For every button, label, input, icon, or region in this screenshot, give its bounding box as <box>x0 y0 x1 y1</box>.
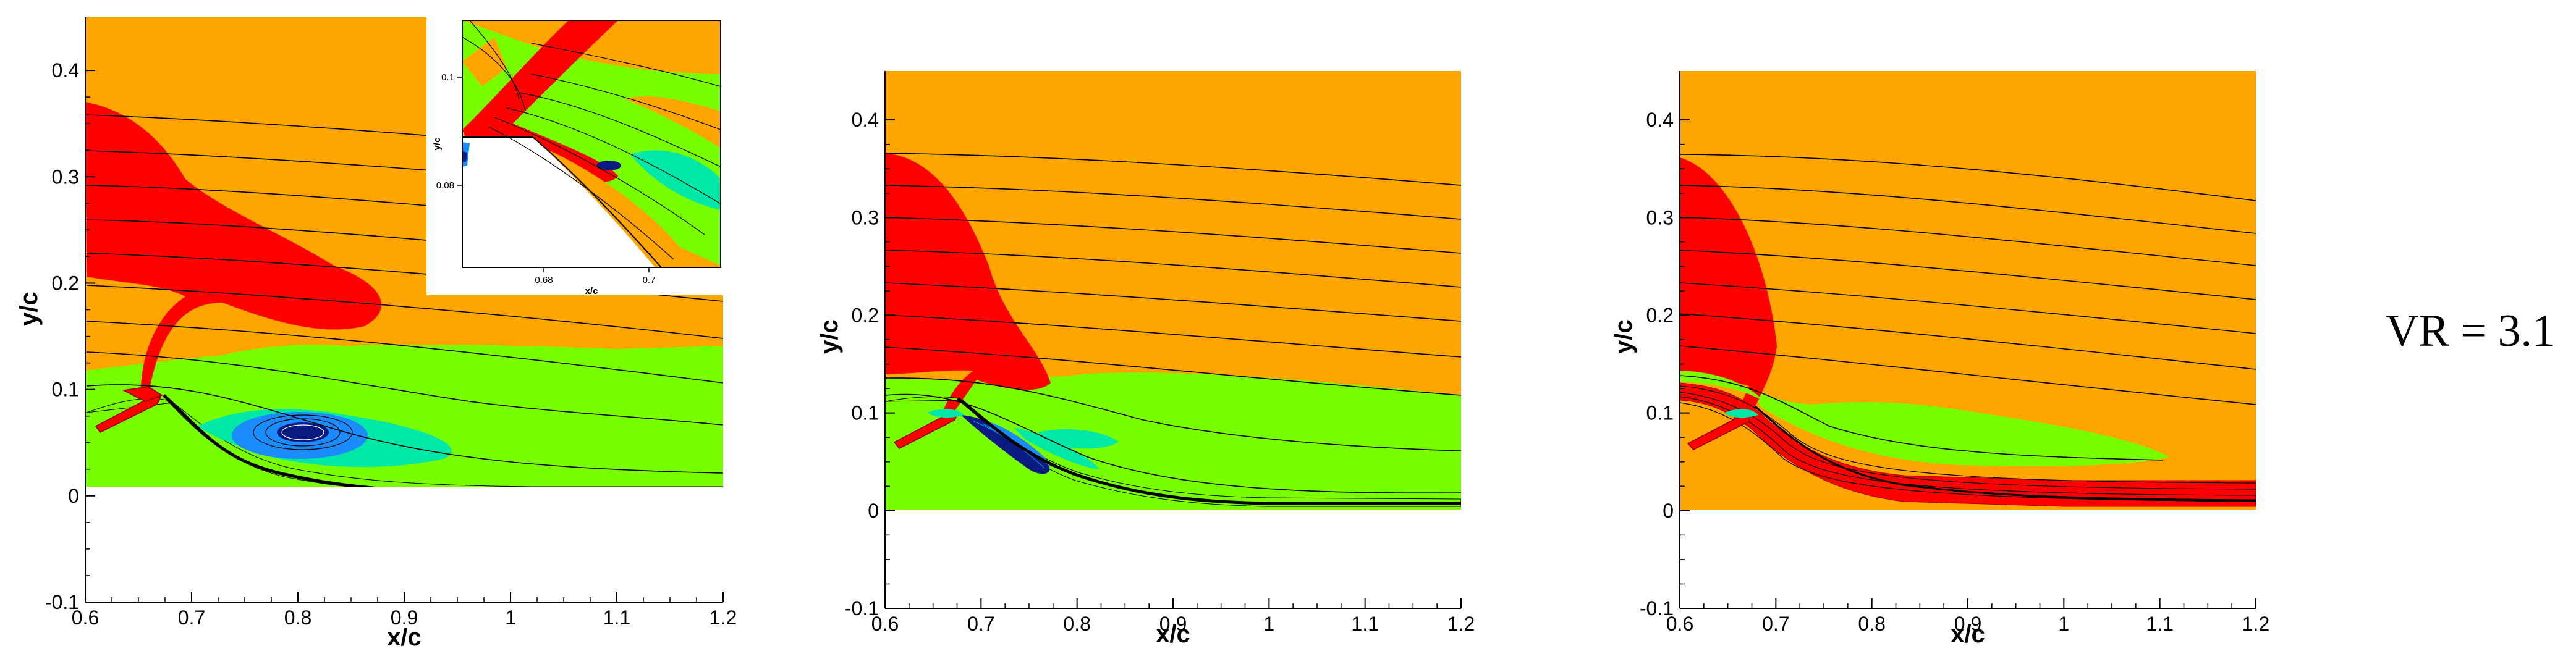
airfoil-upper-surface <box>957 397 1461 505</box>
field-green-region <box>85 344 723 487</box>
x-tick-label: 0.7 <box>178 607 205 629</box>
x-tick-label: 1 <box>505 607 516 629</box>
y-axis-title: y/c <box>15 292 43 326</box>
y-tick-label: 0 <box>1663 500 1674 522</box>
y-tick-label: -0.1 <box>845 597 879 619</box>
x-tick-label: 1.2 <box>2242 613 2269 635</box>
y-tick-label: 0.3 <box>852 206 879 229</box>
x-tick-label: 1.1 <box>1351 613 1378 635</box>
x-tick-label: 1.2 <box>710 607 737 629</box>
x-axis-title: x/c <box>1951 621 1985 648</box>
field-red-jet-region <box>85 102 382 401</box>
y-tick-label: 0 <box>868 500 879 522</box>
x-axis: 0.6 0.7 0.8 0.9 1 1.1 1.2 <box>871 598 1475 635</box>
y-tick-label: 0.3 <box>1646 206 1674 229</box>
x-tick-label: 0.7 <box>967 613 994 635</box>
field-wall-jet-red <box>1680 382 2256 507</box>
inset-y-tick-1: 0.1 <box>441 72 454 83</box>
x-tick-label: 0.6 <box>1666 613 1693 635</box>
x-tick-label: 0.8 <box>284 607 311 629</box>
y-tick-label: 0.2 <box>852 304 879 326</box>
field-red-jet-region <box>1680 157 1777 426</box>
y-axis-title: y/c <box>816 319 843 354</box>
field-green-region <box>1752 389 2169 466</box>
contour-panel-2: 0.6 0.7 0.8 0.9 1 1.1 1.2 -0.1 0 0.1 0.2 0.3 0.4 x/… <box>816 71 1475 648</box>
x-tick-label: 0.8 <box>1858 613 1885 635</box>
y-tick-label: -0.1 <box>45 591 79 613</box>
x-tick-label: 0.6 <box>72 607 99 629</box>
x-axis: 0.6 0.7 0.8 0.9 1 1.1 1.2 <box>72 592 737 629</box>
inset-y-tick-0: 0.08 <box>436 180 454 191</box>
streamlines <box>86 114 723 474</box>
y-tick-label: 0.2 <box>1646 304 1674 326</box>
x-tick-label: 0.9 <box>1159 613 1187 635</box>
recirculation-core <box>277 422 329 442</box>
y-tick-label: 0 <box>68 485 79 507</box>
inset-x-axis-title: x/c <box>585 286 598 296</box>
y-axis: -0.1 0 0.1 0.2 0.3 0.4 <box>45 59 95 613</box>
y-tick-label: 0.1 <box>52 379 79 401</box>
slot-jet-nozzle-upper <box>122 386 163 402</box>
field-green-region <box>885 372 1461 510</box>
y-tick-label: 0.4 <box>1646 109 1674 131</box>
x-tick-label: 0.6 <box>871 613 899 635</box>
field-red-jet-region <box>885 153 1051 426</box>
y-tick-label: -0.1 <box>1640 597 1674 619</box>
streamlines <box>1680 154 2256 461</box>
airfoil-upper-surface <box>1754 405 2256 502</box>
y-tick-label: 0.3 <box>52 166 79 188</box>
y-tick-label: 0.2 <box>52 272 79 294</box>
x-axis: 0.6 0.7 0.8 0.9 1 1.1 1.2 <box>1666 598 2269 635</box>
x-tick-label: 1.1 <box>2146 613 2173 635</box>
y-axis: -0.1 0 0.1 0.2 0.3 0.4 <box>845 109 895 619</box>
x-axis-title: x/c <box>387 624 422 651</box>
y-axis: -0.1 0 0.1 0.2 0.3 0.4 <box>1640 109 1690 619</box>
x-tick-label: 0.9 <box>1954 613 1981 635</box>
slot-jet-nozzle <box>1687 413 1753 450</box>
x-tick-label: 1 <box>1263 613 1274 635</box>
velocity-ratio-label: VR = 3.1 <box>2386 306 2555 356</box>
x-axis-title: x/c <box>1156 621 1190 648</box>
inset-x-tick-0: 0.68 <box>535 275 553 285</box>
y-tick-label: 0.1 <box>852 402 879 424</box>
y-tick-label: 0.1 <box>1646 402 1674 424</box>
recirculation-blue <box>961 415 1050 474</box>
inset-x-tick-1: 0.7 <box>643 275 656 285</box>
x-tick-label: 1.1 <box>603 607 630 629</box>
streamlines <box>885 153 1461 494</box>
y-tick-label: 0.4 <box>52 59 79 82</box>
contour-panel-3: 0.6 0.7 0.8 0.9 1 1.1 1.2 -0.1 0 0.1 0.2 0.3 0.4 x/… <box>1610 71 2269 648</box>
x-tick-label: 1 <box>2058 613 2069 635</box>
x-tick-label: 0.8 <box>1063 613 1090 635</box>
inset-zoom-view: 0.68 0.7 0.08 0.1 x/c y/c <box>426 17 723 296</box>
y-tick-label: 0.4 <box>852 109 879 131</box>
x-tick-label: 0.7 <box>1762 613 1789 635</box>
x-tick-label: 1.2 <box>1447 613 1475 635</box>
x-tick-label: 0.9 <box>391 607 418 629</box>
inset-y-axis-title: y/c <box>432 138 443 151</box>
airfoil-upper-surface <box>163 394 376 487</box>
y-axis-title: y/c <box>1610 319 1637 354</box>
slot-jet-nozzle <box>95 395 162 433</box>
